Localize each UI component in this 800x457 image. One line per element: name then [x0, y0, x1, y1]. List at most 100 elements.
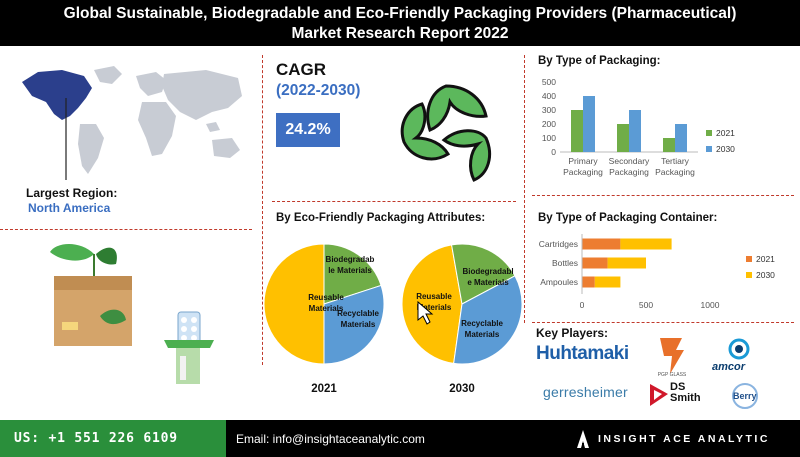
- packaging-bar-2021: [663, 138, 675, 152]
- packaging-bar-2030: [675, 124, 687, 152]
- packaging-bar-2021: [617, 124, 629, 152]
- cagr-label: CAGR: [276, 60, 327, 79]
- key-players-title: Key Players:: [536, 326, 609, 340]
- pie-2030: [401, 243, 523, 365]
- pie2021-reusable-label-1: Reusable: [308, 293, 344, 302]
- packaging-legend-label: 2030: [716, 144, 735, 154]
- pie2021-recyclable-label-2: Materials: [341, 320, 376, 329]
- ds-smith-line2: Smith: [670, 392, 701, 404]
- packaging-x-tick: Tertiary: [661, 156, 690, 166]
- pie-charts: Reusable Materials Biodegradab le Materi…: [263, 243, 523, 395]
- packaging-x-tick: Packaging: [563, 167, 603, 177]
- pie-2030-year: 2030: [449, 383, 475, 395]
- pie-slice-reusable: [401, 244, 463, 364]
- container-legend-swatch: [746, 272, 752, 278]
- packaging-y-tick: 200: [542, 119, 556, 129]
- packaging-bar-2021: [571, 110, 583, 152]
- pie2021-biodegradable-label-1: Biodegradab: [326, 255, 375, 264]
- report-title-line1: Global Sustainable, Biodegradable and Ec…: [63, 5, 737, 22]
- cagr-value: 24.2%: [276, 113, 340, 147]
- packaging-chart-title: By Type of Packaging:: [538, 55, 661, 67]
- footer-brand: INSIGHT ACE ANALYTIC: [598, 432, 770, 445]
- packaging-legend-swatch: [706, 146, 712, 152]
- packaging-y-tick: 100: [542, 133, 556, 143]
- pgp-glass-logo: PGP GLASS: [658, 338, 687, 378]
- pie-slice-recyclable: [453, 275, 523, 365]
- divider-region: [0, 229, 252, 230]
- container-x-tick: 0: [580, 300, 585, 310]
- berry-mark-icon: [732, 383, 758, 409]
- pie2021-biodegradable-label-2: le Materials: [328, 266, 372, 275]
- packaging-legend-label: 2021: [716, 128, 735, 138]
- divider-cagr: [272, 201, 516, 202]
- mouse-cursor-icon: [417, 300, 434, 325]
- world-map: [22, 66, 242, 180]
- pie2030-biodegradable-label-1: Biodegradabl: [462, 267, 513, 276]
- container-bar-2030: [607, 257, 646, 269]
- huhtamaki-logo: Huhtamaki: [536, 343, 629, 364]
- pie-2021-year: 2021: [311, 383, 337, 395]
- insight-ace-logo-icon: [577, 430, 589, 448]
- container-bar-2030: [620, 238, 672, 250]
- pie2030-reusable-label-1: Reusable: [416, 292, 452, 301]
- largest-region-value: North America: [28, 201, 111, 215]
- packaging-bar-2030: [583, 96, 595, 152]
- eco-box-illustration: [50, 244, 214, 384]
- container-legend-label: 2030: [756, 270, 775, 280]
- pie2021-reusable-label-2: Materials: [309, 304, 344, 313]
- pie2030-biodegradable-label-2: e Materials: [467, 278, 509, 287]
- ds-smith-logo: DS Smith: [670, 382, 701, 404]
- container-y-tick: Ampoules: [540, 277, 578, 287]
- packaging-legend-swatch: [706, 130, 712, 136]
- gerresheimer-logo: gerresheimer: [543, 384, 628, 400]
- packaging-y-tick: 400: [542, 91, 556, 101]
- container-x-tick: 1000: [701, 300, 720, 310]
- pie-slice-biodegradable: [323, 243, 382, 305]
- container-y-tick: Bottles: [552, 258, 578, 268]
- pie2030-reusable-label-2: Materials: [417, 303, 452, 312]
- amcor-logo: amcor: [712, 361, 746, 373]
- packaging-y-tick: 0: [551, 147, 556, 157]
- container-chart-title: By Type of Packaging Container:: [538, 212, 718, 224]
- report-header: Global Sustainable, Biodegradable and Ec…: [0, 0, 800, 46]
- svg-text:PGP GLASS: PGP GLASS: [658, 372, 687, 378]
- footer-bar: US: +1 551 226 6109 Email: info@insighta…: [0, 420, 800, 457]
- recycle-leaves-icon: [400, 84, 491, 182]
- packaging-x-tick: Primary: [568, 156, 598, 166]
- container-legend-swatch: [746, 256, 752, 262]
- cagr-period: (2022-2030): [276, 82, 361, 99]
- divider-right: [524, 55, 525, 323]
- container-bar-2021: [582, 276, 595, 288]
- footer-phone[interactable]: US: +1 551 226 6109: [0, 420, 226, 457]
- pie-slice-reusable: [263, 243, 325, 365]
- packaging-bar-2030: [629, 110, 641, 152]
- container-y-tick: Cartridges: [539, 239, 578, 249]
- container-bar-chart: Cartridges Bottles Ampoules 0 500 1000 2021 203…: [539, 234, 775, 310]
- berry-logo: Berry: [733, 391, 757, 401]
- pie-slice-recyclable: [323, 284, 385, 365]
- pie-slice-biodegradable: [451, 243, 516, 305]
- divider-left: [262, 55, 263, 365]
- ds-smith-mark-icon: [650, 384, 668, 406]
- container-x-tick: 500: [639, 300, 653, 310]
- divider-container: [532, 322, 794, 323]
- pie-section-title: By Eco-Friendly Packaging Attributes:: [276, 212, 486, 224]
- largest-region-label: Largest Region:: [26, 186, 118, 200]
- packaging-x-tick: Packaging: [609, 167, 649, 177]
- pie-2021: [263, 243, 385, 365]
- footer-email[interactable]: Email: info@insightaceanalytic.com: [236, 431, 425, 446]
- packaging-x-tick: Secondary: [609, 156, 650, 166]
- report-title-line2: Market Research Report 2022: [291, 25, 509, 42]
- packaging-bar-chart: 0100200300400500PrimaryPackagingSecondar…: [542, 77, 735, 177]
- container-legend-label: 2021: [756, 254, 775, 264]
- container-bar-2030: [594, 276, 621, 288]
- divider-packaging: [532, 195, 794, 196]
- pie2030-recyclable-label-2: Materials: [465, 330, 500, 339]
- container-bar-2021: [582, 238, 621, 250]
- packaging-y-tick: 300: [542, 105, 556, 115]
- packaging-x-tick: Packaging: [655, 167, 695, 177]
- packaging-y-tick: 500: [542, 77, 556, 87]
- amcor-mark-icon: [728, 338, 750, 360]
- north-america-highlight: [22, 70, 92, 120]
- container-bar-2021: [582, 257, 608, 269]
